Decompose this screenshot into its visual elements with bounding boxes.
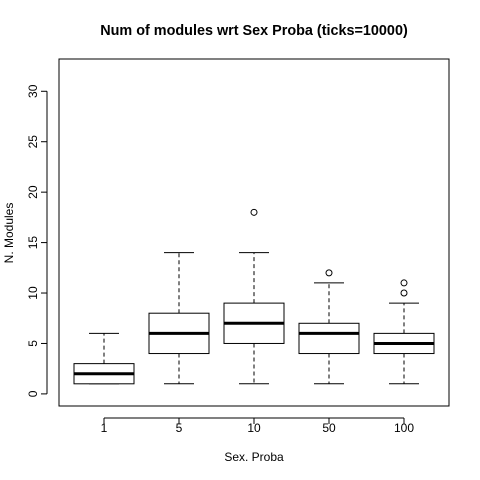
outlier-point: [401, 280, 407, 286]
x-tick-label: 100: [394, 421, 414, 435]
box-group-5: [149, 253, 209, 384]
box-group-10: [224, 209, 284, 383]
y-tick-label: 20: [26, 185, 40, 199]
outlier-point: [326, 270, 332, 276]
x-tick-label: 50: [322, 421, 336, 435]
y-tick-label: 10: [26, 286, 40, 300]
iqr-box: [299, 323, 359, 353]
y-axis-label: N. Modules: [2, 203, 16, 264]
y-tick-label: 15: [26, 236, 40, 250]
x-tick-label: 1: [101, 421, 108, 435]
boxes-layer: [74, 209, 434, 383]
x-tick-label: 5: [176, 421, 183, 435]
chart-title: Num of modules wrt Sex Proba (ticks=1000…: [100, 23, 408, 39]
y-tick-label: 5: [26, 340, 40, 347]
y-axis: 0 5 10 15 20 25 30: [26, 84, 47, 397]
x-axis-label: Sex. Proba: [224, 450, 284, 464]
outlier-point: [251, 209, 257, 215]
outlier-point: [401, 290, 407, 296]
y-tick-label: 0: [26, 390, 40, 397]
y-tick-label: 25: [26, 135, 40, 149]
box-group-1: [74, 333, 134, 383]
box-group-50: [299, 270, 359, 384]
box-group-100: [374, 280, 434, 384]
x-axis: 1 5 10 50 100: [101, 418, 415, 435]
x-tick-label: 10: [247, 421, 261, 435]
y-tick-label: 30: [26, 84, 40, 98]
